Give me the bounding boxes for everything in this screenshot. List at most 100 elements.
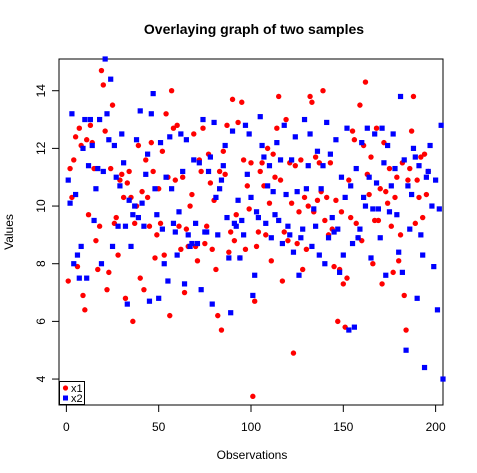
point-x2: [74, 252, 81, 258]
point-x1: [323, 194, 330, 201]
point-x2: [119, 131, 125, 137]
point-x2: [296, 272, 302, 278]
point-x2: [314, 148, 321, 154]
point-x1: [272, 174, 278, 180]
point-x2: [421, 364, 428, 371]
point-x2: [113, 174, 119, 180]
point-x2: [423, 174, 429, 180]
point-x2: [185, 232, 191, 238]
point-x1: [71, 157, 77, 163]
point-x2: [373, 180, 380, 186]
point-x2: [427, 142, 433, 149]
point-x2: [76, 275, 82, 281]
point-x1: [266, 200, 273, 206]
point-x2: [397, 93, 404, 100]
point-x2: [366, 174, 372, 180]
point-x2: [204, 229, 210, 235]
point-x1: [416, 194, 422, 201]
point-x1: [405, 177, 411, 183]
point-x2: [425, 168, 431, 175]
y-tick-label: 12: [34, 141, 48, 155]
point-x1: [340, 281, 347, 287]
point-x2: [298, 235, 304, 241]
point-x2: [283, 191, 289, 198]
point-x1: [368, 154, 374, 160]
point-x2: [272, 212, 278, 218]
point-x1: [303, 246, 310, 252]
point-x2: [73, 191, 79, 198]
point-x2: [252, 272, 258, 278]
point-x2: [410, 145, 417, 151]
point-x2: [276, 217, 282, 224]
point-x2: [133, 137, 140, 143]
point-x2: [231, 220, 237, 226]
point-x2: [228, 310, 234, 316]
point-x2: [82, 116, 88, 123]
point-x1: [419, 214, 426, 221]
point-x2: [416, 163, 422, 169]
point-x2: [270, 189, 276, 195]
point-x1: [93, 237, 99, 244]
point-x2: [359, 140, 365, 146]
point-x1: [239, 99, 245, 105]
point-x2: [108, 76, 114, 82]
point-x1: [294, 240, 300, 247]
point-x2: [85, 163, 92, 169]
point-x1: [194, 258, 201, 264]
x-tick-label: 200: [426, 420, 446, 434]
point-x2: [438, 122, 444, 128]
y-axis-label: Values: [2, 214, 16, 250]
point-x1: [394, 174, 400, 180]
point-x1: [246, 206, 252, 212]
point-x1: [347, 214, 354, 221]
point-x1: [135, 142, 142, 149]
point-x2: [292, 134, 298, 140]
point-x1: [96, 223, 103, 229]
point-x1: [403, 327, 409, 333]
point-x2: [165, 278, 171, 284]
point-x2: [313, 223, 319, 229]
point-x2: [268, 235, 274, 241]
point-x1: [109, 102, 116, 108]
point-x2: [84, 275, 90, 281]
point-x1: [115, 252, 121, 258]
point-x2: [281, 122, 287, 128]
point-x2: [279, 240, 285, 247]
point-x1: [76, 125, 83, 131]
point-x2: [224, 214, 230, 221]
point-x2: [124, 301, 130, 307]
point-x1: [222, 171, 228, 178]
point-x2: [183, 137, 189, 143]
legend-label-x1: x1: [71, 383, 83, 395]
point-x2: [233, 223, 239, 229]
point-x2: [111, 142, 117, 149]
point-x1: [187, 203, 193, 209]
point-x1: [229, 96, 236, 103]
point-x1: [174, 122, 180, 129]
point-x2: [414, 295, 420, 301]
point-x1: [307, 93, 313, 100]
point-x2: [200, 116, 206, 123]
point-x2: [420, 252, 426, 258]
point-x1: [290, 350, 297, 356]
point-x2: [87, 116, 93, 123]
point-x2: [253, 209, 260, 215]
point-x2: [176, 209, 182, 215]
point-x2: [316, 252, 322, 258]
point-x2: [213, 194, 219, 200]
point-x1: [314, 197, 321, 203]
point-x2: [307, 131, 313, 137]
point-x2: [303, 186, 309, 192]
point-x2: [187, 243, 193, 250]
point-x2: [159, 226, 165, 232]
point-x1: [292, 162, 299, 169]
point-x2: [342, 194, 348, 200]
y-axis: 4 6 8 10 12 14: [34, 84, 60, 382]
point-x2: [381, 160, 387, 166]
point-x1: [371, 217, 378, 224]
point-x2: [311, 206, 317, 212]
point-x2: [239, 217, 245, 224]
point-x1: [144, 194, 151, 201]
point-x2: [255, 214, 261, 221]
